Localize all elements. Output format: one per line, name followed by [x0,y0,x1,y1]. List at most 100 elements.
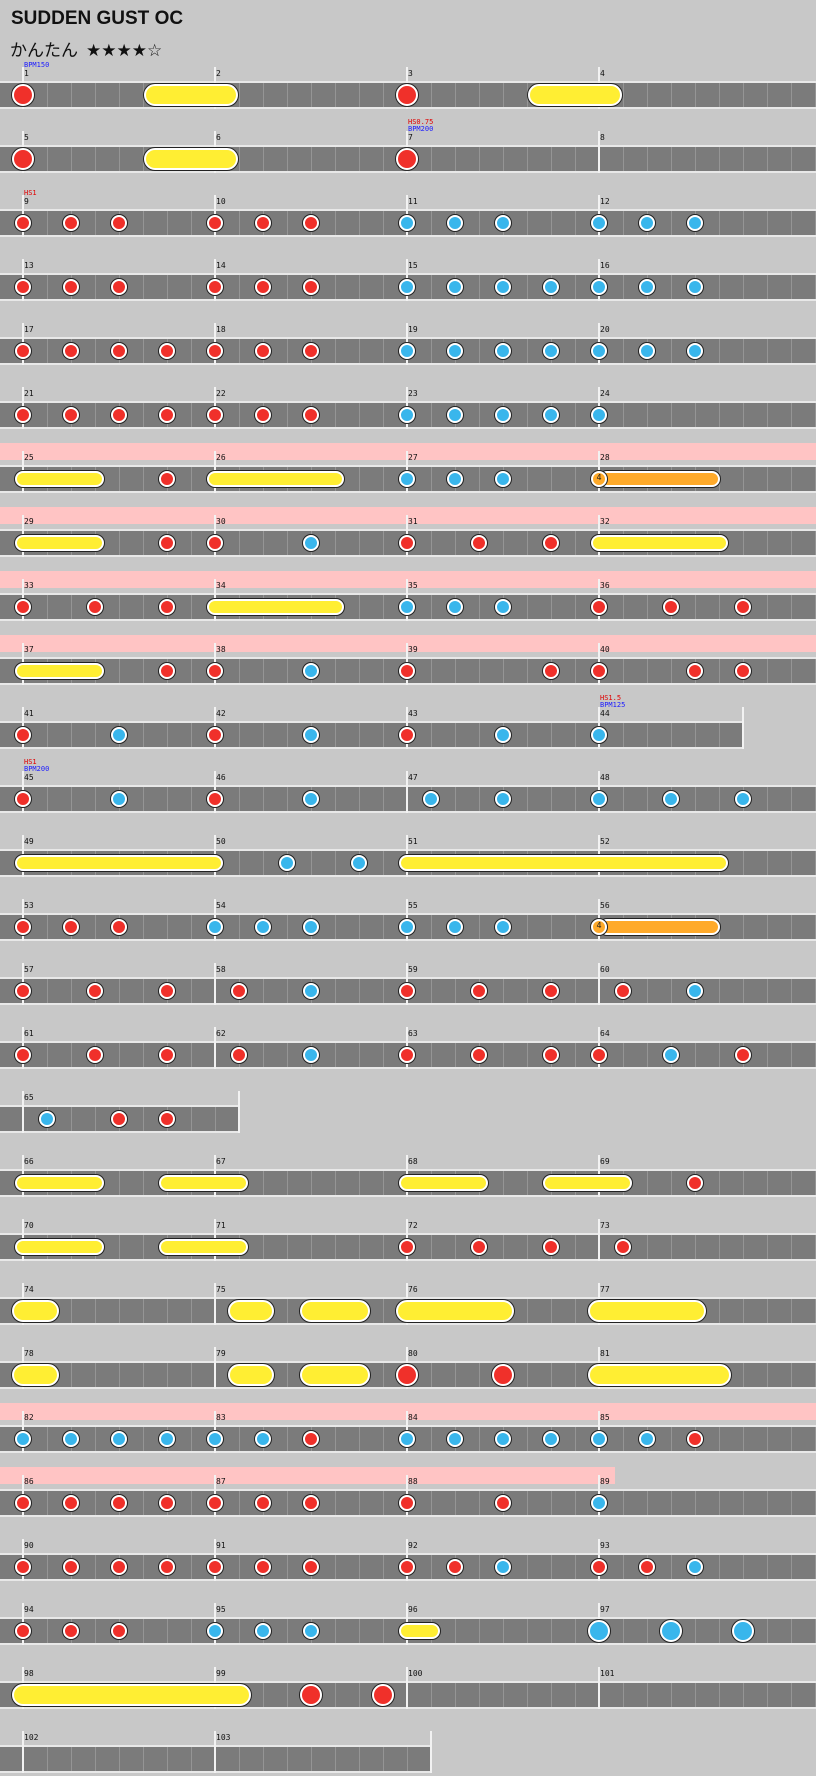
grid-line [623,787,624,811]
grid-line [143,1427,144,1451]
grid-line [743,1171,744,1195]
grid-line [455,723,456,747]
measure-number: 97 [600,1605,610,1614]
don-note [591,1047,607,1063]
don-note [15,215,31,231]
grid-line [191,1107,192,1131]
ka-note [495,279,511,295]
drumroll-note [12,1684,251,1706]
don-note [111,1623,127,1639]
grid-line [47,275,48,299]
grid-line [239,531,240,555]
measure-number: 99 [216,1669,226,1678]
grid-line [167,275,168,299]
grid-line [215,1107,216,1131]
grid-line [383,147,384,171]
grid-line [767,339,768,363]
measure-number: 36 [600,581,610,590]
grid-line [143,915,144,939]
grid-line [287,1747,288,1771]
grid-line [383,787,384,811]
grid-line [575,1555,576,1579]
grid-line [47,1491,48,1515]
grid-line [671,1491,672,1515]
grid-line [335,147,336,171]
measure-number: 32 [600,517,610,526]
grid-line [551,147,552,171]
measure-number: 6 [216,133,221,142]
don-note [111,1559,127,1575]
grid-line [623,1683,624,1707]
grid-line [575,531,576,555]
grid-line [623,659,624,683]
measure-number: 21 [24,389,34,398]
grid-line [143,1619,144,1643]
grid-line [479,147,480,171]
grid-line [431,147,432,171]
grid-line [239,275,240,299]
grid-line [671,979,672,1003]
grid-line [455,1683,456,1707]
grid-line [791,1619,792,1643]
ka-note [639,279,655,295]
don-note [591,599,607,615]
grid-line [551,787,552,811]
grid-line [479,83,480,107]
drumroll-note [159,1175,248,1191]
don-note [207,1559,223,1575]
ka-note [111,791,127,807]
measure-number: 23 [408,389,418,398]
grid-line [287,1555,288,1579]
grid-line [47,915,48,939]
grid-line [623,1555,624,1579]
grid-line [503,659,504,683]
measure-number: 50 [216,837,226,846]
grid-line [551,1683,552,1707]
don-note [15,599,31,615]
measure-number: 40 [600,645,610,654]
grid-line [191,787,192,811]
grid-line [335,1235,336,1259]
grid-line [791,915,792,939]
grid-line [119,1043,120,1067]
grid-line [47,403,48,427]
grid-line [647,83,648,107]
grid-line [71,1043,72,1067]
grid-line [791,467,792,491]
measure-number: 103 [216,1733,231,1742]
scroll-speed-label: HS1 [24,758,37,766]
measure-number: 93 [600,1541,610,1550]
grid-line [791,339,792,363]
grid-line [743,1363,744,1387]
measure-number: 29 [24,517,34,526]
measure-number: 41 [24,709,34,718]
grid-line [47,723,48,747]
measure-number: 24 [600,389,610,398]
grid-line [791,1363,792,1387]
measure-number: 18 [216,325,226,334]
grid-line [71,1299,72,1323]
drumroll-note [528,84,622,106]
grid-line [167,211,168,235]
bpm-change-label: BPM200 [408,125,434,133]
measure-number: 98 [24,1669,34,1678]
drumroll-note [15,535,104,551]
measure-number: 43 [408,709,418,718]
drumroll-note [399,1623,440,1639]
measure-number: 88 [408,1477,418,1486]
grid-line [743,1683,744,1707]
grid-line [575,1491,576,1515]
grid-line [719,83,720,107]
grid-line [143,723,144,747]
don-note [159,1111,175,1127]
measure-number: 9 [24,197,29,206]
grid-line [647,403,648,427]
measure-number: 70 [24,1221,34,1230]
grid-line [623,83,624,107]
big-don-note [12,148,34,170]
big-don-note [396,1364,418,1386]
grid-line [527,403,528,427]
grid-line [719,1555,720,1579]
grid-line [311,1235,312,1259]
ka-note [663,1047,679,1063]
